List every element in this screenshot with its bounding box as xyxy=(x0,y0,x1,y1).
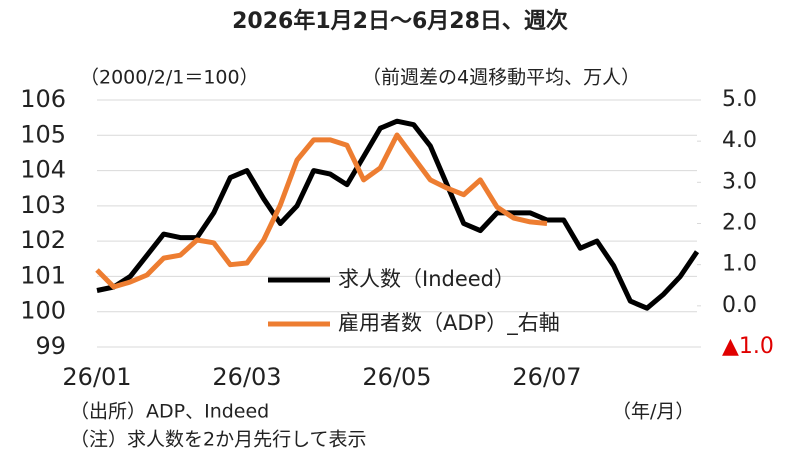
y2-tick-label: 2.0 xyxy=(722,211,757,236)
x-axis-note: （年/月） xyxy=(612,401,694,423)
legend-label: 雇用者数（ADP）_右軸 xyxy=(338,311,560,336)
chart-title: 2026年1月2日～6月28日、週次 xyxy=(232,8,568,34)
y2-tick-label: 1.0 xyxy=(722,252,757,277)
legend-label: 求人数（Indeed） xyxy=(338,267,515,291)
series-line xyxy=(95,132,548,290)
y-tick-label: 105 xyxy=(20,120,66,148)
x-tick-label: 26/05 xyxy=(362,363,431,391)
y2-tick-label: 0.0 xyxy=(722,293,757,318)
source-note: （出所）ADP、Indeed xyxy=(70,401,269,423)
x-tick-label: 26/03 xyxy=(212,363,281,391)
y-tick-label: 103 xyxy=(20,191,66,219)
x-tick-label: 26/07 xyxy=(512,363,581,391)
y-tick-label: 102 xyxy=(20,226,66,254)
y2-tick-label: ▲1.0 xyxy=(722,334,774,359)
y2-tick-label: 5.0 xyxy=(722,87,757,112)
x-tick-label: 26/01 xyxy=(62,363,131,391)
y2-tick-label: 4.0 xyxy=(722,128,757,153)
y-tick-label: 101 xyxy=(20,261,66,289)
y2-axis-note: （前週差の4週移動平均、万人） xyxy=(362,67,640,89)
y-tick-label: 106 xyxy=(20,85,66,113)
y-tick-label: 104 xyxy=(20,156,66,184)
footnote: （注）求人数を2か月先行して表示 xyxy=(70,429,367,451)
y-tick-label: 100 xyxy=(20,297,66,325)
y-tick-label: 99 xyxy=(35,332,66,360)
y-axis-note: （2000/2/1＝100） xyxy=(80,67,259,89)
y2-tick-label: 3.0 xyxy=(722,169,757,194)
